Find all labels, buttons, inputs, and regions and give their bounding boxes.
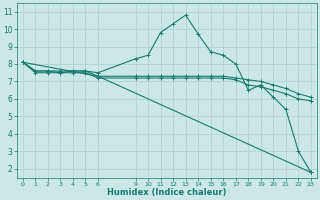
X-axis label: Humidex (Indice chaleur): Humidex (Indice chaleur) [107,188,227,197]
